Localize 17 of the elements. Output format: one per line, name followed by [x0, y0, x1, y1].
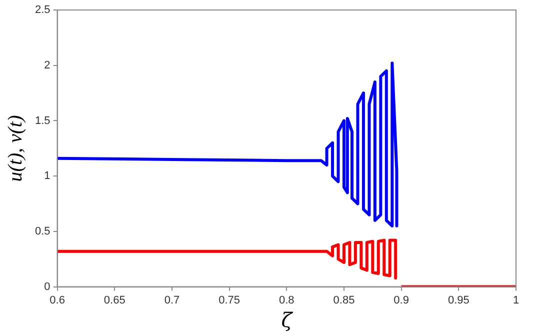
x-axis-title: ζ [281, 308, 294, 332]
y-tick-label: 0.5 [34, 225, 50, 238]
x-tick-label: 0.8 [278, 294, 294, 306]
x-tick-label: 0.9 [394, 294, 409, 306]
y-tick-label: 2.5 [34, 4, 50, 16]
y-tick-label: 1.5 [34, 114, 50, 127]
x-tick-label: 0.95 [448, 294, 470, 306]
y-tick-label: 0 [44, 280, 50, 293]
y-tick-label: 1 [44, 170, 50, 182]
x-tick-label: 0.85 [333, 294, 355, 306]
y-tick-label: 2 [44, 59, 50, 72]
y-axis-title: u(t), v(t) [4, 114, 26, 182]
x-tick-label: 0.75 [218, 294, 240, 306]
x-tick-label: 0.7 [164, 294, 180, 306]
x-tick-label: 0.6 [50, 294, 65, 306]
x-tick-label: 0.65 [104, 294, 126, 306]
x-tick-label: 1 [512, 294, 520, 306]
